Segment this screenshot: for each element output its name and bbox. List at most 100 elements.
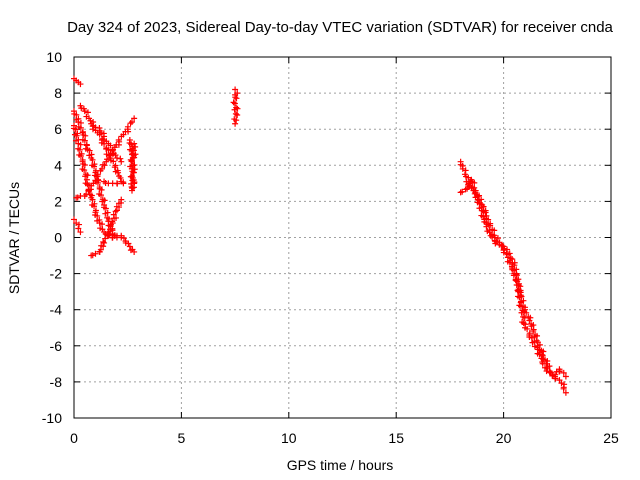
data-point [511,262,518,269]
data-point [131,161,138,168]
data-point [78,105,85,112]
data-point [513,272,520,279]
data-point [230,99,237,106]
data-point [81,137,88,144]
data-point [232,94,239,101]
data-point [232,86,239,93]
y-tick-label: -2 [50,266,63,282]
data-point [117,174,124,181]
data-point [562,373,569,380]
y-tick-label: 0 [54,230,62,246]
data-point [92,177,99,184]
data-point [110,150,117,157]
data-point [465,174,472,181]
data-point [114,180,121,187]
data-point [517,303,524,310]
grid [74,57,611,418]
data-point [77,81,84,88]
data-point [544,357,551,364]
data-point [130,176,137,183]
y-tick-label: 6 [54,121,62,137]
data-point [465,181,472,188]
data-point [84,109,91,116]
data-point [128,165,135,172]
data-point [106,231,113,238]
data-point [98,186,105,193]
data-point [482,209,489,216]
data-point [546,369,553,376]
x-tick-label: 25 [603,430,619,446]
data-point [232,120,239,127]
data-point [521,308,528,315]
data-point [128,118,135,125]
data-point [233,117,240,124]
x-axis-label: GPS time / hours [287,457,394,473]
data-point [514,278,521,285]
data-point [124,123,131,130]
data-point [100,137,107,144]
data-point [89,196,96,203]
x-tick-label: 10 [281,430,297,446]
data-point [558,380,565,387]
data-point [113,155,120,162]
data-point [104,156,111,163]
data-point [111,164,118,171]
data-point [91,163,98,170]
data-point [476,197,483,204]
data-point [98,129,105,136]
data-point [81,162,88,169]
data-point [118,158,125,165]
data-point [81,108,88,115]
data-point [90,180,97,187]
data-point [107,151,114,158]
data-point [122,239,129,246]
data-point [72,126,79,133]
data-point [536,351,543,358]
data-point [131,248,138,255]
y-tick-label: 10 [46,49,62,65]
data-point [518,309,525,316]
data-point [127,247,134,254]
data-point [77,124,84,131]
data-point [524,325,531,332]
data-point [521,314,528,321]
data-point [487,222,494,229]
data-point [115,137,122,144]
data-point [128,187,135,194]
data-point [99,161,106,168]
data-point [77,152,84,159]
data-point [556,368,563,375]
data-point [464,185,471,192]
data-point [89,156,96,163]
data-point [501,245,508,252]
data-point [92,250,99,257]
data-point [129,150,136,157]
data-point [99,198,106,205]
data-point [92,124,99,131]
data-point [504,246,511,253]
data-point [118,196,125,203]
y-tick-label: 4 [54,157,62,173]
data-point [562,389,569,396]
data-point [112,208,119,215]
data-point [102,205,109,212]
data-point [75,225,82,232]
data-point [510,267,517,274]
data-point [129,173,136,180]
data-point [82,173,89,180]
data-point [517,283,524,290]
data-point [556,377,563,384]
data-point [517,289,524,296]
data-point [516,294,523,301]
data-point [233,95,240,102]
data-point [81,167,88,174]
data-point [77,141,84,148]
data-point [113,214,120,221]
y-axis-label: SDTVAR / TECUs [6,182,22,294]
data-point [83,142,90,149]
data-point [102,210,109,217]
data-point [527,314,534,321]
data-point [462,167,469,174]
data-point [552,371,559,378]
data-point [109,225,116,232]
